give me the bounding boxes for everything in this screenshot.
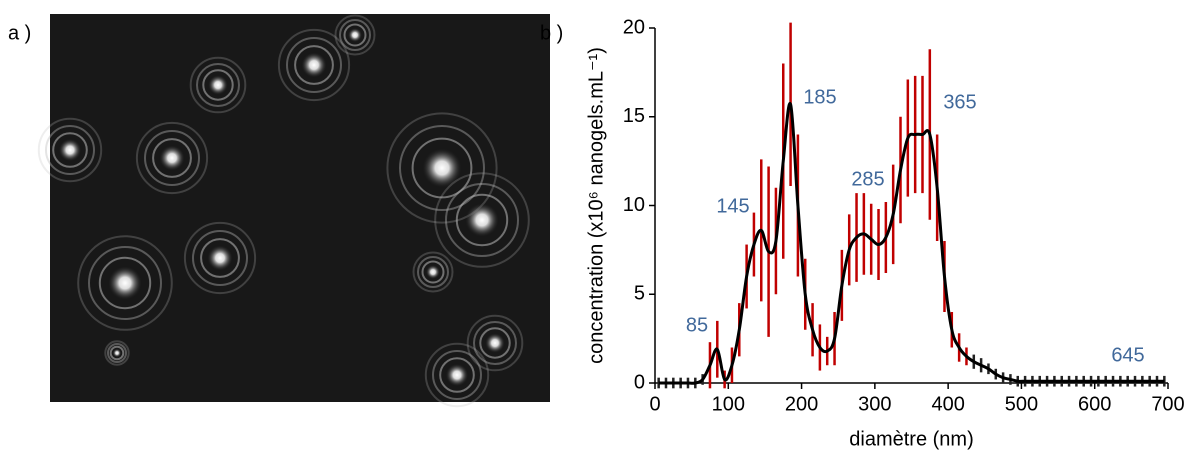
diffraction-ring — [421, 260, 445, 284]
diffraction-ring — [473, 321, 517, 365]
x-tick-label: 600 — [1078, 393, 1111, 415]
peak-label: 145 — [716, 195, 749, 217]
diffraction-ring — [386, 112, 498, 224]
particle — [445, 363, 469, 387]
diffraction-ring — [334, 14, 376, 56]
x-tick-label: 100 — [712, 393, 745, 415]
diffraction-ring — [455, 193, 509, 247]
particle — [159, 145, 185, 171]
diffraction-ring — [109, 345, 125, 361]
diffraction-ring — [479, 327, 511, 359]
diffraction-ring — [144, 130, 200, 186]
diffraction-ring — [286, 37, 342, 93]
particle — [58, 138, 82, 162]
diffraction-ring — [417, 256, 449, 288]
diffraction-ring — [432, 350, 482, 400]
y-tick-label: 5 — [634, 283, 645, 305]
diffraction-ring — [424, 342, 490, 408]
peak-label: 645 — [1111, 344, 1144, 366]
particle — [485, 333, 505, 353]
y-tick-label: 0 — [634, 371, 645, 393]
diffraction-ring — [152, 138, 192, 178]
diffraction-ring — [37, 117, 103, 183]
particle — [301, 52, 327, 78]
diffraction-ring — [98, 256, 152, 310]
x-tick-label: 200 — [785, 393, 818, 415]
diffraction-ring — [411, 137, 473, 199]
particle — [207, 245, 233, 271]
diffraction-ring — [339, 19, 371, 51]
x-tick-label: 400 — [931, 393, 964, 415]
diffraction-ring — [52, 132, 88, 168]
diffraction-ring — [192, 230, 248, 286]
x-tick-label: 500 — [1005, 393, 1038, 415]
x-tick-label: 300 — [858, 393, 891, 415]
peak-label: 365 — [943, 91, 976, 113]
particle — [208, 75, 228, 95]
diffraction-ring — [445, 183, 519, 257]
diffraction-ring — [434, 172, 530, 268]
diffraction-ring — [412, 251, 454, 293]
diffraction-ring — [202, 69, 234, 101]
diffraction-ring — [45, 125, 95, 175]
y-tick-label: 15 — [623, 105, 645, 127]
x-tick-label: 0 — [649, 393, 660, 415]
diffraction-ring — [183, 221, 257, 295]
peak-label: 185 — [803, 86, 836, 108]
diffraction-ring — [104, 340, 130, 366]
panel-label: b ) — [540, 22, 563, 44]
peak-label: 285 — [851, 168, 884, 190]
diffraction-ring — [343, 23, 367, 47]
diffraction-ring — [294, 45, 334, 85]
diffraction-ring — [466, 314, 524, 372]
particle — [426, 265, 440, 279]
x-tick-label: 700 — [1151, 393, 1184, 415]
panel-label: a ) — [8, 22, 31, 44]
diffraction-ring — [77, 235, 173, 331]
particle — [465, 203, 499, 237]
particle — [348, 28, 362, 42]
peak-label: 85 — [686, 314, 708, 336]
particle — [422, 148, 462, 188]
y-axis-label: concentration (x10⁶ nanogels.mL⁻¹) — [585, 47, 607, 364]
y-tick-label: 20 — [623, 16, 645, 38]
diffraction-ring — [439, 357, 475, 393]
diffraction-ring — [135, 121, 209, 195]
diffraction-ring — [277, 28, 351, 102]
distribution-line — [658, 102, 1165, 385]
diffraction-ring — [399, 125, 485, 211]
diffraction-ring — [196, 63, 240, 107]
diffraction-ring — [88, 246, 162, 320]
diffraction-ring — [107, 343, 127, 363]
particle — [112, 348, 122, 358]
y-tick-label: 10 — [623, 194, 645, 216]
diffraction-ring — [189, 56, 247, 114]
diffraction-ring — [200, 238, 240, 278]
particle — [108, 266, 142, 300]
particle-spots — [37, 14, 530, 408]
x-axis-label: diamètre (nm) — [849, 428, 973, 450]
